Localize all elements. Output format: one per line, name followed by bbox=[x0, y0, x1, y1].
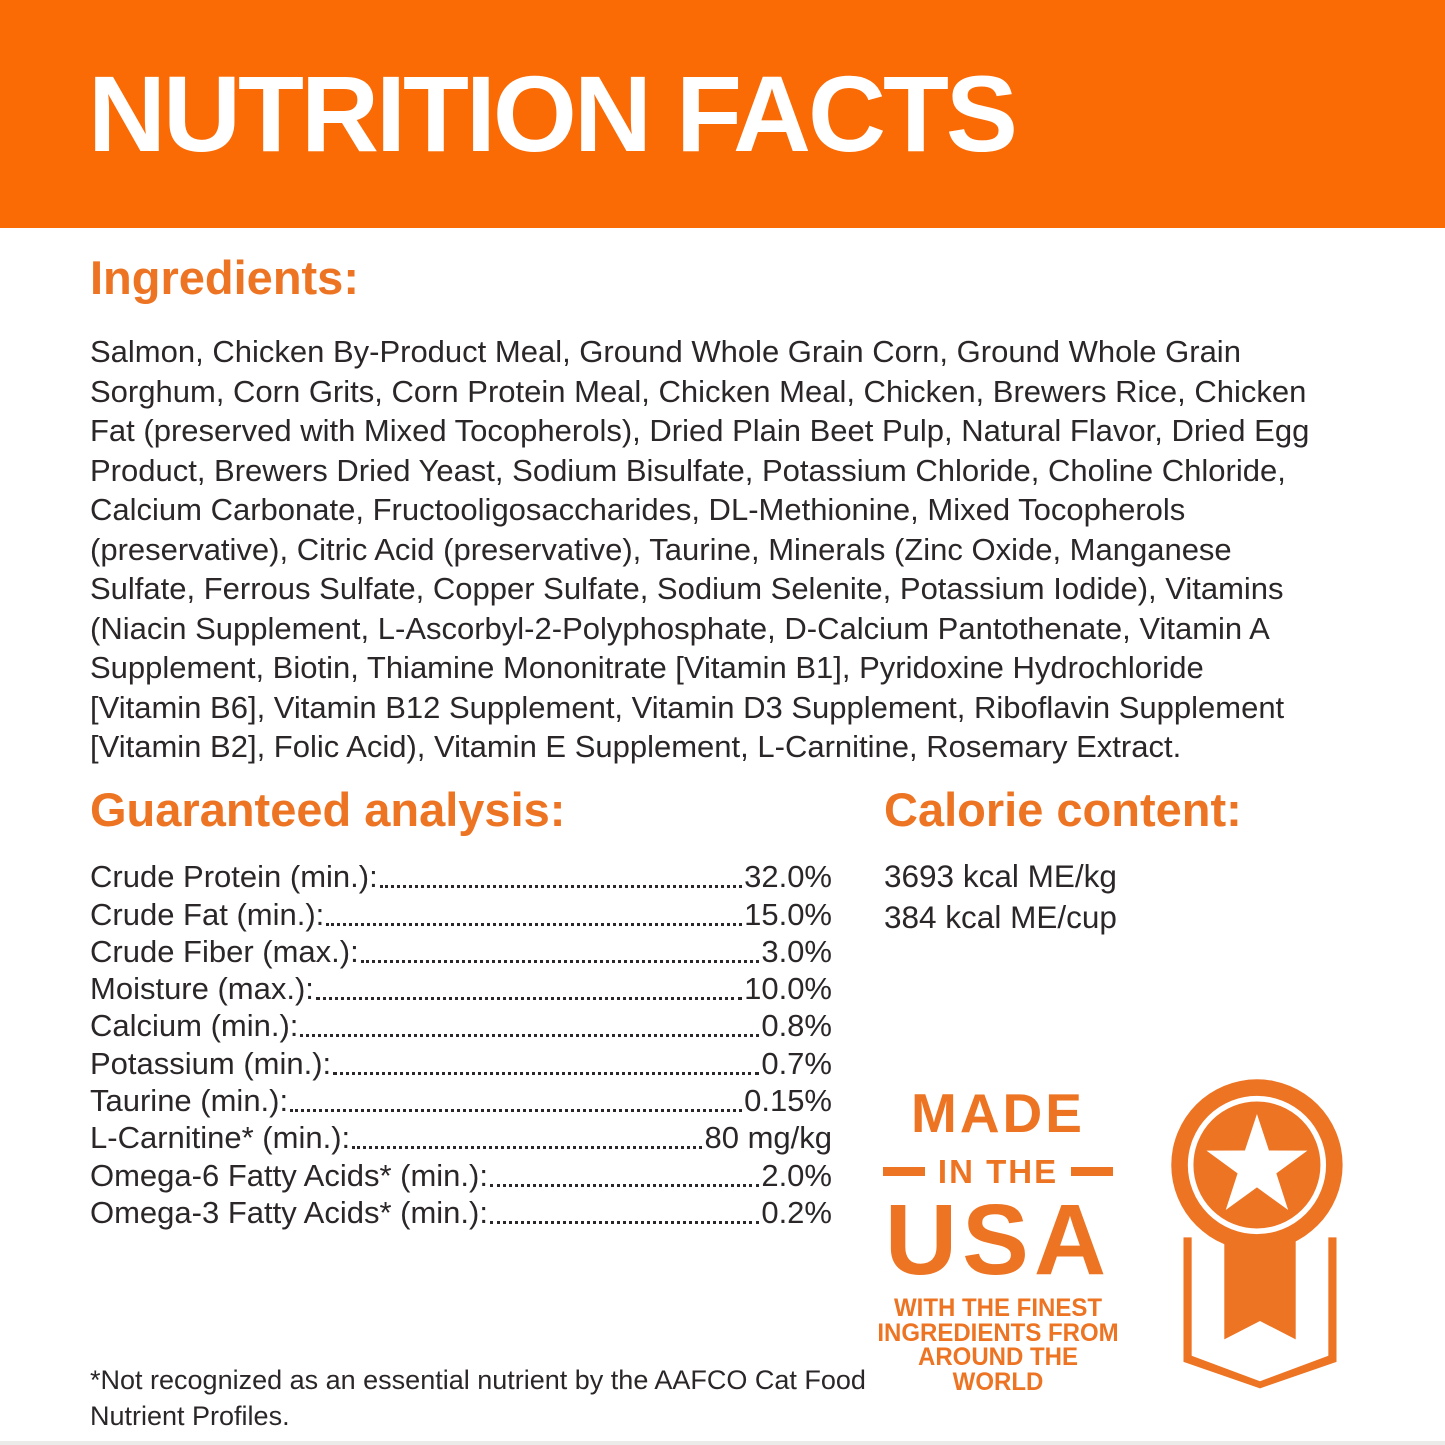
page-bottom-edge bbox=[0, 1441, 1445, 1445]
table-row: Taurine (min.): 0.15% bbox=[90, 1082, 832, 1119]
table-row: Crude Protein (min.): 32.0% bbox=[90, 858, 832, 895]
analysis-label: Crude Protein (min.): bbox=[90, 859, 378, 895]
analysis-label: Moisture (max.): bbox=[90, 971, 314, 1007]
dash-rule-right bbox=[1071, 1167, 1114, 1176]
footnote-line: Nutrient Profiles. bbox=[90, 1401, 290, 1431]
table-row: Omega-3 Fatty Acids* (min.): 0.2% bbox=[90, 1194, 832, 1231]
analysis-value: 0.2% bbox=[761, 1194, 832, 1230]
analysis-value: 15.0% bbox=[744, 896, 832, 932]
usa-word: USA bbox=[884, 1184, 1112, 1296]
dotted-leader bbox=[360, 959, 760, 963]
aafco-footnote: *Not recognized as an essential nutrient… bbox=[90, 1362, 870, 1434]
title-banner: NUTRITION FACTS bbox=[0, 0, 1445, 228]
analysis-value: 32.0% bbox=[744, 859, 832, 895]
dotted-leader bbox=[379, 885, 743, 889]
page-title: NUTRITION FACTS bbox=[88, 53, 1018, 174]
ingredients-heading: Ingredients: bbox=[90, 251, 359, 304]
table-row: L-Carnitine* (min.): 80 mg/kg bbox=[90, 1119, 832, 1156]
guaranteed-analysis-heading: Guaranteed analysis: bbox=[90, 783, 566, 836]
analysis-label: Omega-3 Fatty Acids* (min.): bbox=[90, 1194, 488, 1230]
tagline-line: INGREDIENTS FROM bbox=[877, 1318, 1119, 1347]
calorie-cup-value: 384 kcal ME/cup bbox=[884, 899, 1117, 935]
dotted-leader bbox=[326, 922, 743, 926]
table-row: Moisture (max.): 10.0% bbox=[90, 970, 832, 1007]
dotted-leader bbox=[315, 997, 743, 1001]
ingredients-text: Salmon, Chicken By-Product Meal, Ground … bbox=[90, 334, 1310, 764]
table-row: Potassium (min.): 0.7% bbox=[90, 1044, 832, 1081]
analysis-label: Taurine (min.): bbox=[90, 1083, 289, 1119]
dotted-leader bbox=[489, 1183, 760, 1187]
calorie-content-values: 3693 kcal ME/kg 384 kcal ME/cup bbox=[884, 856, 1117, 938]
analysis-value: 0.8% bbox=[761, 1008, 832, 1044]
tagline-line: WITH THE FINEST bbox=[894, 1294, 1102, 1322]
in-the-row: IN THE bbox=[872, 1155, 1124, 1188]
guaranteed-analysis-table: Crude Protein (min.): 32.0% Crude Fat (m… bbox=[90, 858, 832, 1231]
footnote-line: *Not recognized as an essential nutrient… bbox=[90, 1365, 866, 1395]
usa-tagline: WITH THE FINEST INGREDIENTS FROM AROUND … bbox=[877, 1296, 1119, 1394]
analysis-label: Crude Fiber (max.): bbox=[90, 933, 359, 969]
made-word: MADE bbox=[911, 1082, 1085, 1144]
tagline-line: AROUND THE WORLD bbox=[917, 1343, 1078, 1396]
dotted-leader bbox=[352, 1146, 703, 1150]
analysis-label: Crude Fat (min.): bbox=[90, 896, 325, 932]
table-row: Calcium (min.): 0.8% bbox=[90, 1007, 832, 1044]
analysis-label: Calcium (min.): bbox=[90, 1008, 299, 1044]
table-row: Crude Fiber (max.): 3.0% bbox=[90, 933, 832, 970]
award-ribbon-star-icon bbox=[1171, 1079, 1343, 1389]
analysis-label: Potassium (min.): bbox=[90, 1045, 332, 1081]
analysis-value: 80 mg/kg bbox=[704, 1120, 832, 1156]
analysis-value: 10.0% bbox=[744, 971, 832, 1007]
table-row: Crude Fat (min.): 15.0% bbox=[90, 895, 832, 932]
made-in-usa-claim: MADE IN THE USA WITH THE FINEST INGREDIE… bbox=[872, 1082, 1124, 1395]
analysis-value: 2.0% bbox=[761, 1157, 832, 1193]
dotted-leader bbox=[489, 1220, 760, 1224]
analysis-value: 0.15% bbox=[744, 1083, 832, 1119]
in-the-word: IN THE bbox=[937, 1153, 1059, 1190]
calorie-content-heading: Calorie content: bbox=[884, 783, 1242, 836]
analysis-value: 0.7% bbox=[761, 1045, 832, 1081]
analysis-label: L-Carnitine* (min.): bbox=[90, 1120, 351, 1156]
analysis-value: 3.0% bbox=[761, 933, 832, 969]
dotted-leader bbox=[333, 1071, 760, 1075]
dotted-leader bbox=[290, 1109, 743, 1113]
dotted-leader bbox=[300, 1034, 760, 1038]
table-row: Omega-6 Fatty Acids* (min.): 2.0% bbox=[90, 1156, 832, 1193]
calorie-kg-value: 3693 kcal ME/kg bbox=[884, 858, 1117, 894]
dash-rule-left bbox=[882, 1167, 925, 1176]
analysis-label: Omega-6 Fatty Acids* (min.): bbox=[90, 1157, 488, 1193]
